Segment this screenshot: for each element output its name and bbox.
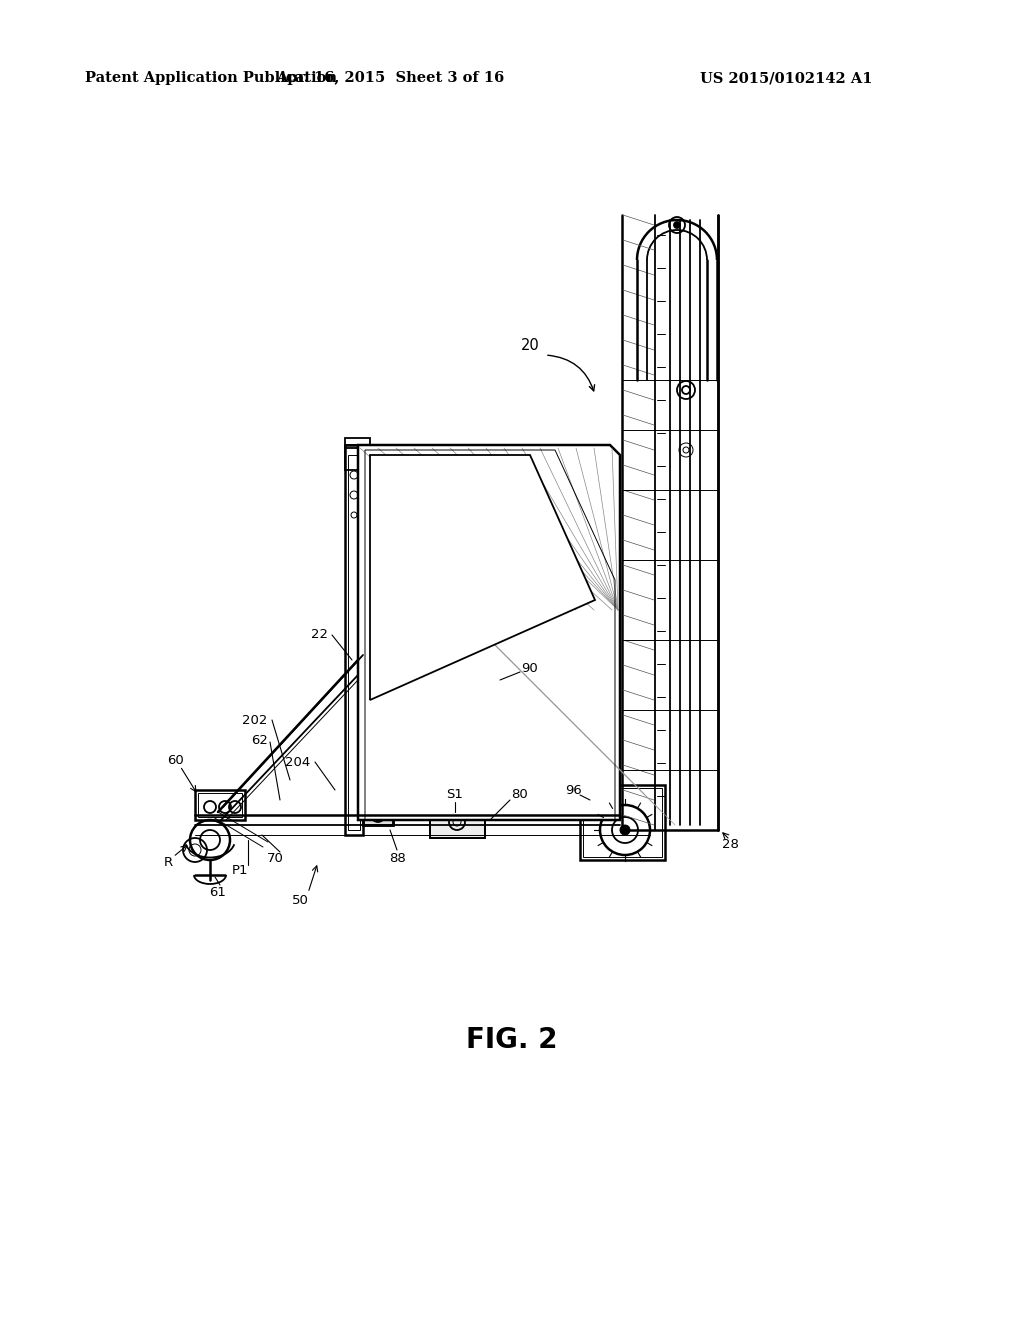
Text: 50: 50 [292, 894, 308, 907]
Text: 90: 90 [521, 661, 539, 675]
Text: 96: 96 [564, 784, 582, 796]
Bar [583, 788, 662, 857]
Text: 61: 61 [210, 886, 226, 899]
Bar [362, 805, 393, 825]
Text: 70: 70 [266, 851, 284, 865]
Bar [345, 438, 370, 447]
Bar [345, 445, 385, 470]
Bar [480, 710, 550, 766]
Circle shape [674, 222, 680, 228]
Circle shape [620, 825, 630, 836]
Text: 22: 22 [311, 628, 329, 642]
Text: Patent Application Publication: Patent Application Publication [85, 71, 337, 84]
Text: 88: 88 [389, 851, 406, 865]
Text: US 2015/0102142 A1: US 2015/0102142 A1 [700, 71, 872, 84]
Text: S1: S1 [446, 788, 464, 801]
Bar [195, 789, 245, 820]
Bar [540, 630, 590, 671]
Text: FIG. 2: FIG. 2 [466, 1026, 558, 1053]
Text: P1: P1 [231, 863, 248, 876]
Text: 202: 202 [243, 714, 267, 726]
Bar [362, 805, 393, 825]
Bar [430, 808, 485, 838]
Text: Apr. 16, 2015  Sheet 3 of 16: Apr. 16, 2015 Sheet 3 of 16 [275, 71, 504, 84]
Bar [348, 455, 360, 830]
Bar [198, 793, 242, 817]
Text: 204: 204 [286, 755, 310, 768]
Polygon shape [358, 445, 620, 820]
Text: 28: 28 [722, 838, 738, 851]
Text: 20: 20 [520, 338, 540, 352]
Text: 80: 80 [512, 788, 528, 801]
Text: R: R [164, 855, 173, 869]
Bar [430, 808, 485, 838]
Bar [580, 785, 665, 861]
Bar [345, 445, 362, 836]
Text: 62: 62 [252, 734, 268, 747]
Text: 60: 60 [167, 754, 183, 767]
Polygon shape [370, 455, 595, 700]
